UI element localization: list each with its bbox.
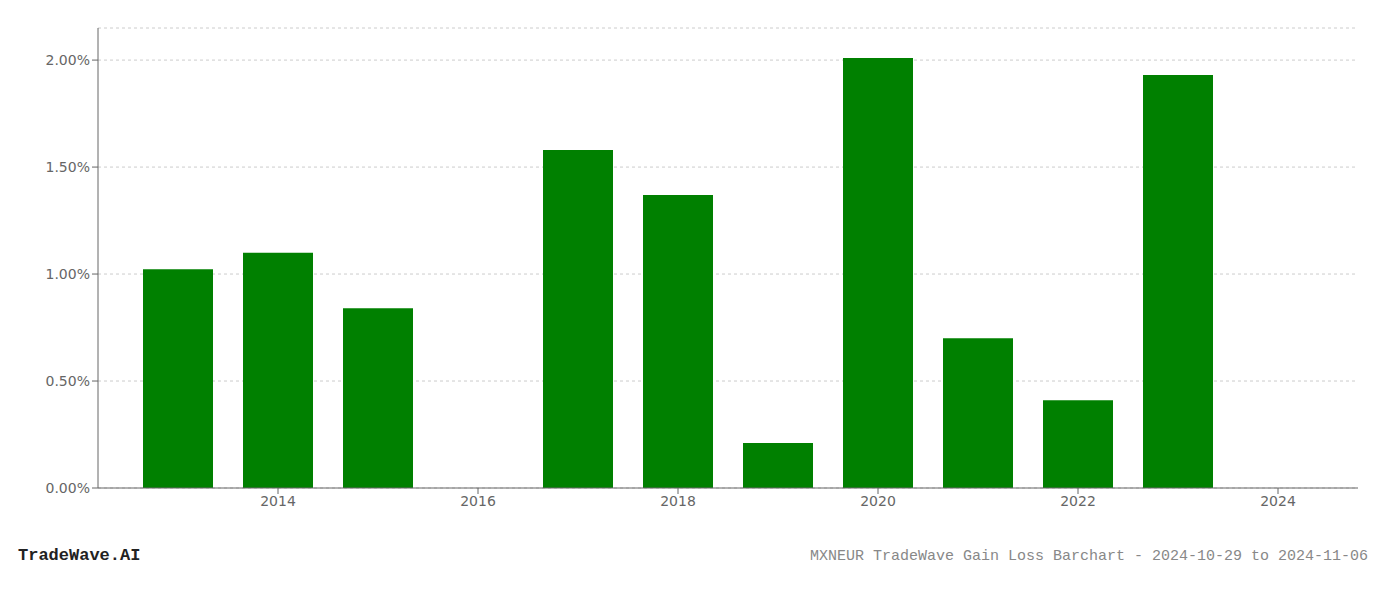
svg-text:2016: 2016 — [460, 493, 496, 509]
svg-text:2014: 2014 — [260, 493, 296, 509]
svg-text:1.50%: 1.50% — [46, 159, 90, 175]
svg-text:0.50%: 0.50% — [46, 373, 90, 389]
svg-text:2018: 2018 — [660, 493, 696, 509]
svg-text:1.00%: 1.00% — [46, 266, 90, 282]
svg-text:2.00%: 2.00% — [46, 52, 90, 68]
html-text:TradeWave.AI: TradeWave.AI — [18, 546, 141, 565]
html-text:MXNEUR TradeWave Gain Loss Bar: MXNEUR TradeWave Gain Loss Barchart - 20… — [809, 548, 1368, 565]
svg-text:0.00%: 0.00% — [46, 480, 90, 496]
svg-text:2022: 2022 — [1060, 493, 1096, 509]
svg-text:2020: 2020 — [860, 493, 896, 509]
svg-text:2024: 2024 — [1260, 493, 1296, 509]
